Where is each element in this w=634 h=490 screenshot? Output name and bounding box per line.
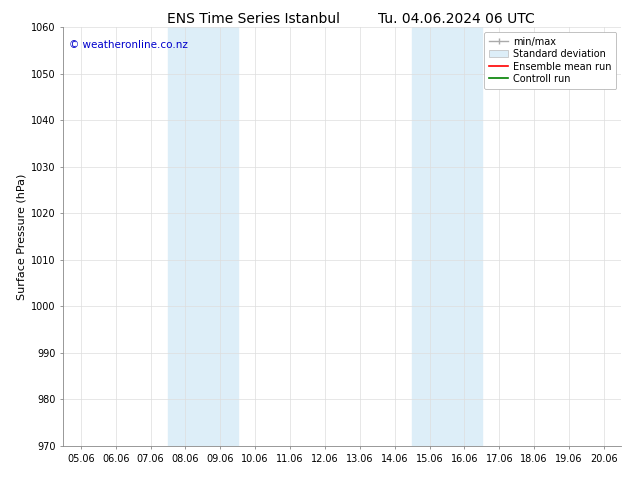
Y-axis label: Surface Pressure (hPa): Surface Pressure (hPa) xyxy=(17,173,27,299)
Bar xyxy=(168,27,238,446)
Text: © weatheronline.co.nz: © weatheronline.co.nz xyxy=(69,40,188,49)
Bar xyxy=(412,27,482,446)
Legend: min/max, Standard deviation, Ensemble mean run, Controll run: min/max, Standard deviation, Ensemble me… xyxy=(484,32,616,89)
Text: ENS Time Series Istanbul: ENS Time Series Istanbul xyxy=(167,12,340,26)
Text: Tu. 04.06.2024 06 UTC: Tu. 04.06.2024 06 UTC xyxy=(378,12,535,26)
